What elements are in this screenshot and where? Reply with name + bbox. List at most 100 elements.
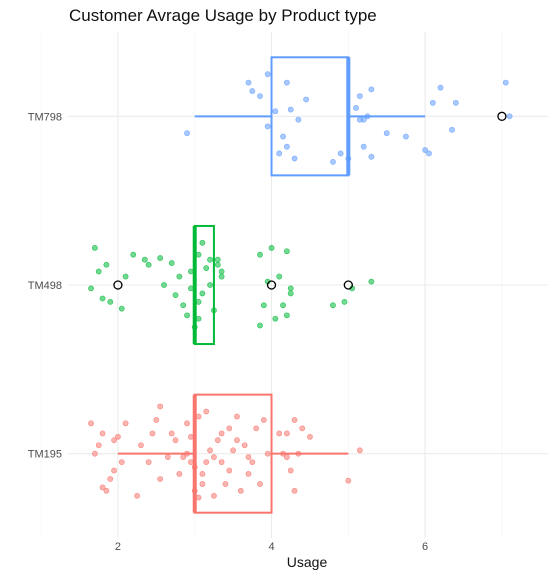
data-point bbox=[249, 459, 256, 465]
data-point bbox=[283, 143, 290, 150]
data-point bbox=[360, 143, 367, 150]
data-point bbox=[141, 256, 148, 263]
data-point bbox=[230, 447, 237, 454]
data-point bbox=[172, 437, 179, 444]
data-point bbox=[283, 312, 290, 319]
data-point bbox=[426, 150, 432, 157]
data-point bbox=[356, 447, 363, 454]
data-point bbox=[303, 96, 309, 103]
data-point bbox=[191, 487, 198, 494]
data-point bbox=[207, 282, 213, 288]
data-point bbox=[264, 123, 271, 130]
data-point bbox=[287, 467, 294, 474]
data-point bbox=[353, 105, 359, 111]
data-point bbox=[118, 459, 125, 465]
data-point bbox=[226, 467, 233, 474]
data-point bbox=[295, 116, 302, 123]
data-point bbox=[191, 324, 198, 331]
data-point bbox=[153, 417, 160, 423]
data-point bbox=[122, 420, 129, 427]
data-point bbox=[368, 153, 375, 160]
data-point bbox=[145, 261, 152, 268]
grid-lines bbox=[40, 32, 548, 538]
data-point bbox=[107, 298, 114, 305]
data-point bbox=[257, 481, 263, 487]
data-point bbox=[203, 408, 210, 415]
data-point bbox=[199, 290, 206, 297]
data-point bbox=[280, 302, 286, 309]
data-point bbox=[115, 433, 121, 440]
point-layer bbox=[88, 71, 513, 501]
data-point bbox=[184, 312, 190, 319]
data-point bbox=[226, 425, 233, 432]
data-point bbox=[161, 282, 167, 288]
data-point bbox=[245, 471, 252, 477]
data-point bbox=[429, 99, 436, 106]
data-point bbox=[276, 273, 283, 280]
data-point bbox=[245, 79, 252, 86]
data-point bbox=[330, 302, 336, 309]
data-point bbox=[195, 298, 202, 305]
data-point bbox=[99, 484, 106, 491]
data-point bbox=[291, 487, 298, 494]
data-point bbox=[99, 430, 106, 437]
data-point bbox=[211, 454, 217, 460]
data-point bbox=[291, 155, 298, 162]
data-point bbox=[199, 239, 206, 246]
data-point bbox=[184, 130, 190, 137]
data-point bbox=[268, 244, 275, 251]
data-point bbox=[168, 260, 175, 266]
outlier-layer bbox=[113, 111, 507, 290]
data-point bbox=[184, 420, 190, 427]
data-point bbox=[207, 447, 213, 454]
y-tick-label: TM798 bbox=[28, 111, 62, 123]
data-point bbox=[222, 481, 229, 487]
data-point bbox=[107, 476, 114, 482]
data-point bbox=[95, 442, 102, 449]
data-point bbox=[403, 133, 409, 140]
data-point bbox=[337, 150, 344, 157]
data-point bbox=[157, 403, 164, 410]
x-tick-label: 4 bbox=[268, 541, 274, 553]
data-point bbox=[295, 450, 302, 457]
data-point bbox=[91, 450, 98, 457]
data-point bbox=[257, 251, 263, 258]
data-point bbox=[168, 430, 175, 437]
data-point bbox=[199, 481, 206, 487]
data-point bbox=[502, 79, 509, 86]
data-point bbox=[291, 417, 298, 423]
data-point bbox=[364, 113, 371, 120]
data-point bbox=[187, 459, 194, 465]
data-point bbox=[280, 450, 286, 457]
data-point bbox=[111, 467, 117, 474]
data-point bbox=[422, 147, 429, 153]
data-point bbox=[283, 248, 290, 255]
data-point bbox=[134, 492, 141, 499]
data-point bbox=[195, 413, 202, 420]
data-point bbox=[383, 130, 390, 137]
outlier-point bbox=[266, 280, 277, 290]
data-point bbox=[199, 471, 206, 477]
data-point bbox=[149, 430, 156, 437]
data-point bbox=[368, 278, 375, 285]
data-point bbox=[214, 256, 221, 263]
data-point bbox=[176, 273, 183, 280]
data-point bbox=[449, 126, 455, 133]
data-point bbox=[214, 437, 221, 444]
data-point bbox=[245, 454, 252, 460]
data-point bbox=[330, 158, 336, 165]
data-point bbox=[95, 268, 102, 275]
data-point bbox=[91, 244, 98, 251]
data-point bbox=[299, 425, 306, 432]
data-point bbox=[145, 459, 152, 465]
data-point bbox=[88, 285, 94, 292]
x-tick-label: 2 bbox=[115, 541, 121, 553]
data-point bbox=[234, 413, 240, 420]
data-point bbox=[99, 295, 106, 302]
data-point bbox=[138, 442, 144, 449]
y-tick-label: TM498 bbox=[28, 280, 62, 292]
data-point bbox=[345, 477, 352, 484]
data-point bbox=[195, 251, 202, 258]
data-point bbox=[130, 251, 137, 258]
